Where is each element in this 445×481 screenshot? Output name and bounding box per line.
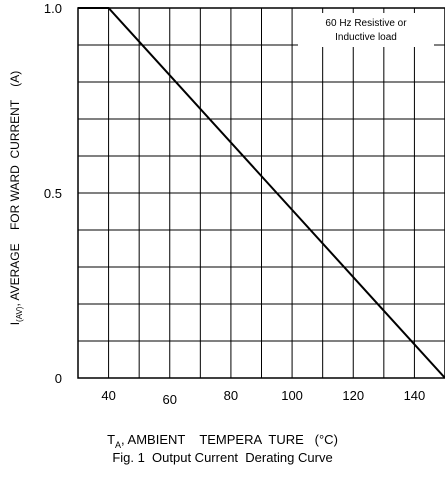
x-axis-label: TA, AMBIENT TEMPERA TURE (°C) <box>0 432 445 450</box>
x-tick-label: 40 <box>101 388 115 403</box>
y-axis-label-rest: , AVERAGE FOR WARD CURRENT (A) <box>8 71 22 307</box>
x-tick-label: 140 <box>404 388 426 403</box>
x-tick-label: 100 <box>281 388 303 403</box>
figure-caption: Fig. 1 Output Current Derating Curve <box>0 450 445 465</box>
series-layer <box>78 7 445 379</box>
y-axis-label-subscript: (AV) <box>15 306 24 322</box>
x-tick-label: 60 <box>163 392 177 407</box>
x-axis-label-prefix: T <box>107 432 116 447</box>
y-tick-label: 0 <box>55 371 62 386</box>
y-axis-label-prefix: I <box>8 322 22 325</box>
annotation-line-2: Inductive load <box>335 32 397 43</box>
x-tick-label: 120 <box>342 388 364 403</box>
plot-frame <box>77 7 445 379</box>
annotation-background <box>298 13 434 47</box>
y-tick-label: 1.0 <box>44 1 62 16</box>
y-tick-label: 0.5 <box>44 186 62 201</box>
y-axis-ticks: 0 0.5 1.0 <box>44 1 62 386</box>
x-tick-label: 80 <box>224 388 238 403</box>
grid <box>78 8 445 378</box>
annotation-line-1: 60 Hz Resistive or <box>325 18 407 29</box>
x-axis-label-subscript: A <box>115 440 122 450</box>
x-axis-ticks: 40 60 80 100 120 140 <box>101 388 425 407</box>
y-axis-label: I(AV), AVERAGE FOR WARD CURRENT (A) <box>8 71 24 326</box>
figure-caption-text: Fig. 1 Output Current Derating Curve <box>112 450 333 465</box>
x-axis-label-rest: , AMBIENT TEMPERA TURE (°C) <box>121 432 338 447</box>
derating-curve-line <box>78 7 445 379</box>
